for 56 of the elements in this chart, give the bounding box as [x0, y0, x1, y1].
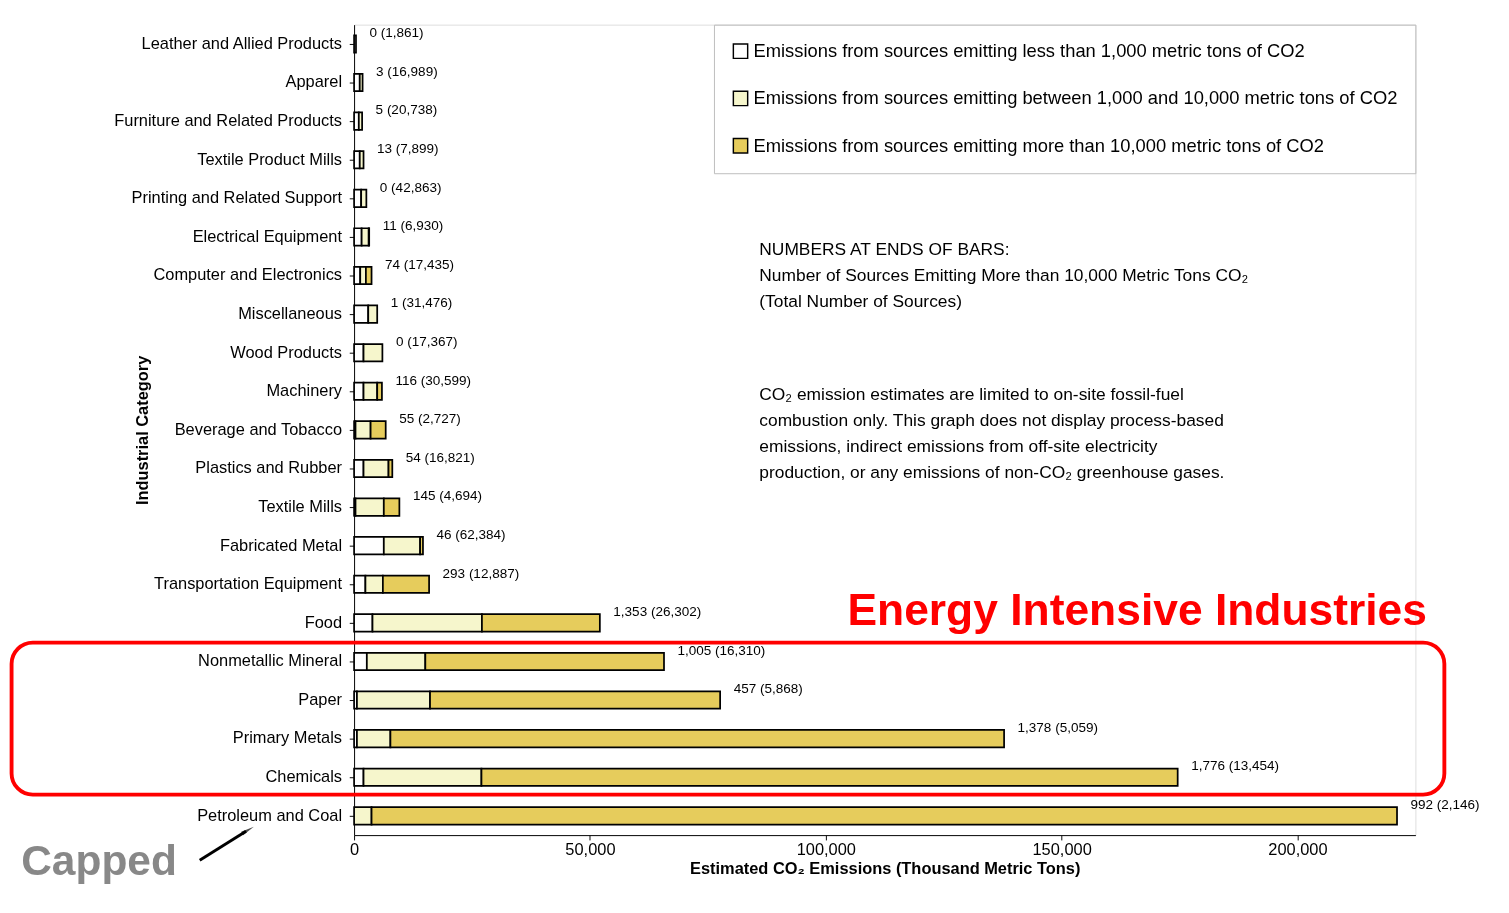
annotation: 1,005 (16,310): [677, 642, 766, 658]
annotation: 5 (20,738): [375, 102, 438, 118]
text: Capped: [21, 836, 177, 884]
x-tick-label: 50,000: [565, 839, 616, 858]
y-tick-label: Printing and Related Support: [131, 188, 343, 207]
y-tick-label: Plastics and Rubber: [195, 458, 343, 477]
y-tick-label: Leather and Allied Products: [141, 33, 343, 52]
annotation: 457 (5,868): [733, 681, 803, 697]
annotation: 1 (31,476): [390, 295, 453, 311]
annotation: 293 (12,887): [442, 565, 520, 581]
annotation: Energy Intensive Industries: [847, 585, 1427, 635]
y-tick-label: Textile Product Mills: [197, 149, 343, 168]
annotation: 74 (17,435): [385, 256, 455, 272]
x-tick-label: 150,000: [1032, 839, 1092, 858]
annotation: 0 (1,861): [369, 25, 424, 41]
y-tick-label: Electrical Equipment: [192, 226, 343, 245]
y-tick-label: Chemicals: [265, 767, 343, 786]
y-tick-label: Transportation Equipment: [154, 574, 343, 593]
annotation: 13 (7,899): [377, 140, 439, 156]
legend-label: Emissions from sources emitting more than 10,000 metric tons of CO2: [753, 134, 1324, 156]
y-axis-title: Industrial Category: [133, 354, 152, 506]
y-tick-label: Beverage and Tobacco: [174, 419, 343, 438]
y-tick-label: Petroleum and Coal: [197, 805, 343, 824]
y-tick-label: Primary Metals: [232, 728, 343, 747]
y-tick-label: Computer and Electronics: [153, 265, 343, 284]
legend-label: Emissions from sources emitting between 1,000 and 10,000 metric tons of CO2: [753, 87, 1398, 109]
annotation: 0 (42,863): [379, 179, 442, 195]
y-tick-label: Fabricated Metal: [219, 535, 343, 554]
annotation: 1,378 (5,059): [1017, 719, 1098, 735]
y-tick-label: Wood Products: [230, 342, 343, 361]
annotation: 55 (2,727): [399, 411, 461, 427]
annotation: 3 (16,989): [376, 63, 438, 79]
y-tick-label: Apparel: [285, 72, 343, 91]
y-tick-label: Paper: [298, 689, 343, 708]
y-tick-label: Textile Mills: [258, 496, 343, 515]
x-tick-label: 100,000: [796, 839, 856, 858]
y-tick-label: Furniture and Related Products: [114, 110, 343, 129]
annotation: 11 (6,930): [382, 218, 444, 234]
annotation: 145 (4,694): [412, 488, 482, 504]
annotation: 1,353 (26,302): [613, 604, 702, 620]
annotation: 54 (16,821): [405, 449, 475, 465]
annotation: 1,776 (13,454): [1191, 758, 1280, 774]
annotation: 992 (2,146): [1410, 797, 1480, 813]
y-tick-label: Food: [304, 612, 343, 631]
x-tick-label: 200,000: [1268, 839, 1328, 858]
annotation: 46 (62,384): [436, 526, 506, 542]
annotation: CO₂ emission estimates are limited to on-site fossil-fuel combustion only. This graph does not display process-based emissions, indirect emissions from off-site electricity production, or any emissions of non-CO₂ greenhouse gases.: [759, 383, 1225, 483]
y-tick-label: Miscellaneous: [238, 303, 343, 322]
annotation: 116 (30,599): [395, 372, 471, 388]
x-tick-label: 0: [350, 839, 360, 858]
y-tick-label: Machinery: [266, 381, 343, 400]
annotation: 0 (17,367): [395, 333, 458, 349]
annotation: NUMBERS AT ENDS OF BARS: Number of Sources Emitting More than 10,000 Metric Tons CO₂ (Total Number of Sources): [759, 239, 1249, 312]
y-tick-label: Nonmetallic Mineral: [198, 651, 343, 670]
x-axis-title: Estimated CO₂ Emissions (Thousand Metric Tons): [690, 859, 1081, 878]
legend-label: Emissions from sources emitting less than 1,000 metric tons of CO2: [753, 39, 1305, 61]
